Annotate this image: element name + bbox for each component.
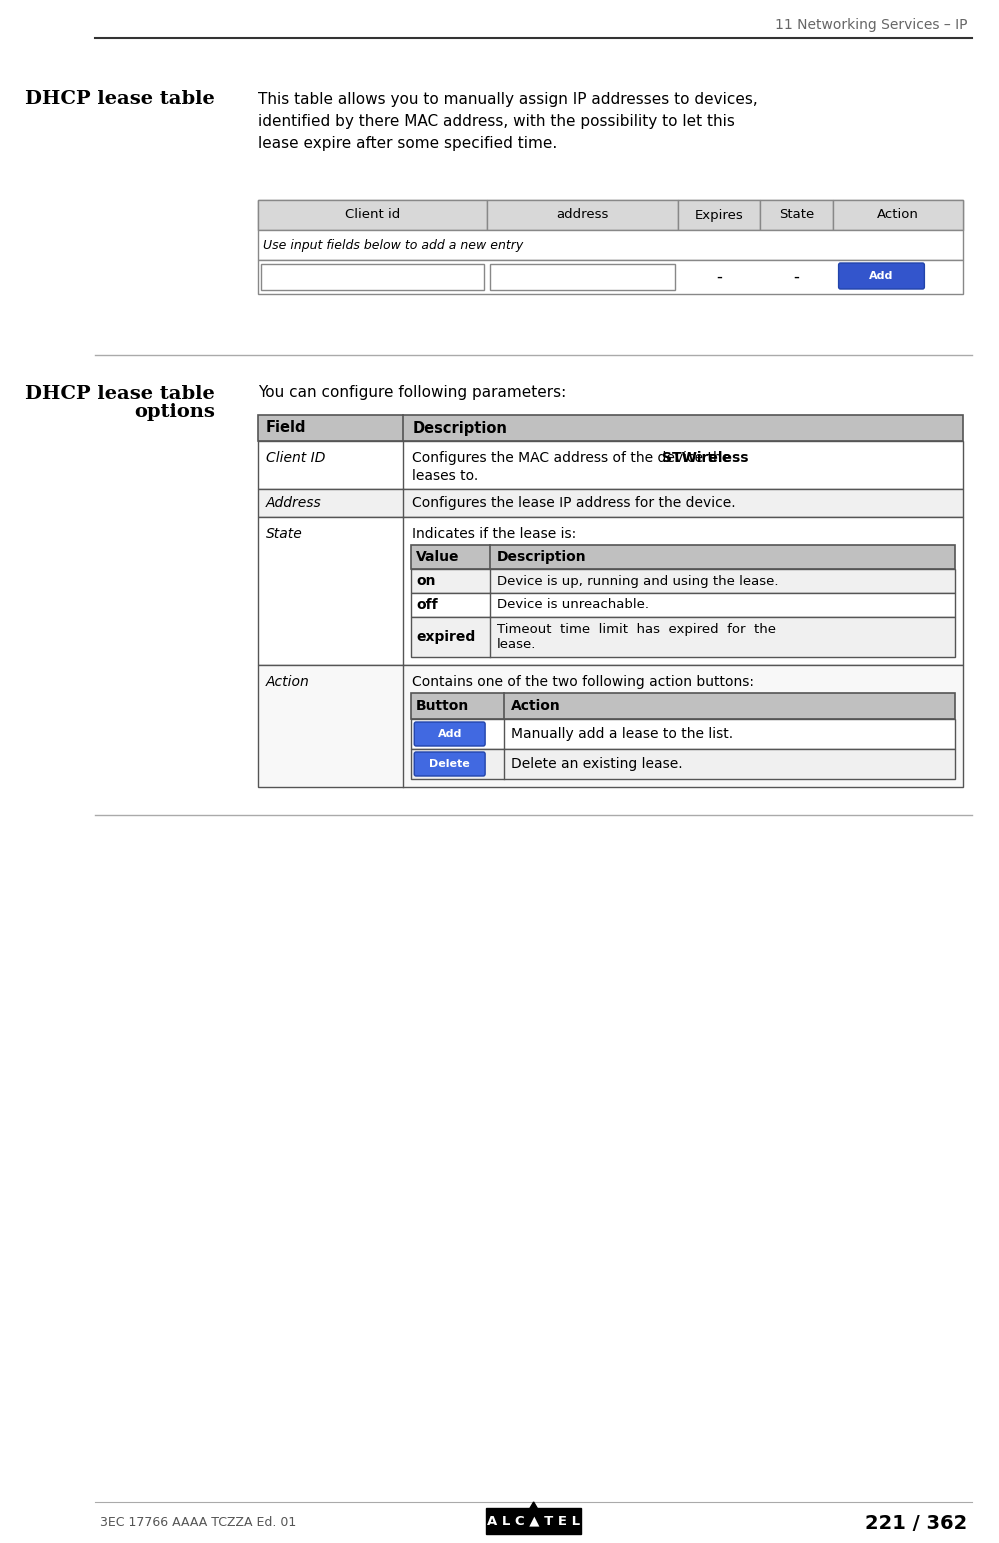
Bar: [259, 230, 963, 261]
Text: State: State: [779, 208, 814, 222]
Text: Device is up, running and using the lease.: Device is up, running and using the leas…: [498, 574, 779, 588]
Text: Delete: Delete: [430, 759, 471, 768]
Bar: [760, 201, 833, 230]
Text: address: address: [556, 208, 608, 222]
FancyBboxPatch shape: [415, 751, 486, 776]
Text: Configures the MAC address of the device the: Configures the MAC address of the device…: [413, 451, 735, 464]
Text: 3EC 17766 AAAA TCZZA Ed. 01: 3EC 17766 AAAA TCZZA Ed. 01: [100, 1517, 296, 1529]
Bar: [259, 665, 963, 787]
Text: -: -: [716, 268, 722, 285]
Text: Action: Action: [877, 208, 919, 222]
Bar: [259, 517, 963, 665]
Text: Delete an existing lease.: Delete an existing lease.: [511, 758, 683, 772]
Text: Indicates if the lease is:: Indicates if the lease is:: [413, 528, 576, 542]
Text: State: State: [266, 528, 303, 542]
Bar: [487, 1508, 581, 1534]
Text: DHCP lease table: DHCP lease table: [25, 386, 215, 403]
Text: Configures the lease IP address for the device.: Configures the lease IP address for the …: [413, 495, 736, 511]
Bar: [259, 415, 963, 441]
Bar: [411, 545, 955, 569]
Text: STWireless: STWireless: [662, 451, 748, 464]
Text: Add: Add: [869, 272, 894, 281]
Text: Expires: Expires: [695, 208, 743, 222]
Text: This table allows you to manually assign IP addresses to devices,: This table allows you to manually assign…: [259, 93, 758, 106]
Text: 11 Networking Services – IP: 11 Networking Services – IP: [775, 19, 967, 32]
FancyBboxPatch shape: [838, 262, 924, 289]
Bar: [411, 693, 955, 719]
Text: You can configure following parameters:: You can configure following parameters:: [259, 386, 566, 400]
Text: Client id: Client id: [345, 208, 401, 222]
Bar: [833, 201, 963, 230]
Text: identified by there MAC address, with the possibility to let this: identified by there MAC address, with th…: [259, 114, 735, 130]
Text: 221 / 362: 221 / 362: [865, 1514, 967, 1534]
Text: Contains one of the two following action buttons:: Contains one of the two following action…: [413, 674, 754, 690]
Text: on: on: [417, 574, 436, 588]
Bar: [411, 569, 955, 593]
Bar: [678, 201, 760, 230]
Bar: [259, 489, 963, 517]
Text: Client ID: Client ID: [266, 451, 326, 464]
Text: Button: Button: [417, 699, 470, 713]
Polygon shape: [528, 1501, 538, 1511]
Text: Value: Value: [417, 549, 460, 565]
Text: Add: Add: [438, 728, 462, 739]
Text: options: options: [134, 403, 215, 421]
Text: Use input fields below to add a new entry: Use input fields below to add a new entr…: [263, 239, 523, 252]
Text: Address: Address: [266, 495, 322, 511]
Text: Device is unreachable.: Device is unreachable.: [498, 599, 649, 611]
Text: Description: Description: [498, 549, 586, 565]
Bar: [262, 264, 485, 290]
Bar: [259, 201, 487, 230]
Text: Timeout  time  limit  has  expired  for  the
lease.: Timeout time limit has expired for the l…: [498, 622, 776, 651]
Text: leases to.: leases to.: [413, 469, 479, 483]
Text: DHCP lease table: DHCP lease table: [25, 89, 215, 108]
Bar: [259, 201, 963, 230]
FancyBboxPatch shape: [415, 722, 486, 745]
Bar: [411, 719, 955, 748]
Bar: [490, 264, 675, 290]
Bar: [259, 261, 963, 295]
Text: Field: Field: [266, 421, 307, 435]
Text: -: -: [793, 268, 799, 285]
Text: Action: Action: [266, 674, 310, 690]
Text: off: off: [417, 599, 438, 613]
Text: expired: expired: [417, 630, 476, 643]
Bar: [411, 748, 955, 779]
Bar: [411, 593, 955, 617]
Text: Manually add a lease to the list.: Manually add a lease to the list.: [511, 727, 733, 741]
Text: Action: Action: [511, 699, 561, 713]
Bar: [259, 441, 963, 489]
Text: A L C ▲ T E L: A L C ▲ T E L: [488, 1515, 580, 1528]
Text: lease expire after some specified time.: lease expire after some specified time.: [259, 136, 557, 151]
Bar: [487, 201, 678, 230]
Text: Description: Description: [413, 421, 507, 435]
Bar: [411, 617, 955, 657]
